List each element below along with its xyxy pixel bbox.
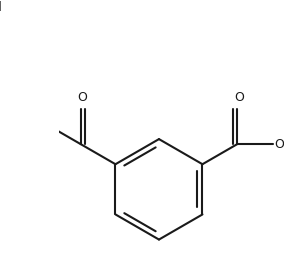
Text: O: O	[234, 91, 244, 104]
Text: I: I	[0, 0, 1, 14]
Text: O: O	[274, 138, 284, 151]
Text: O: O	[78, 91, 88, 104]
